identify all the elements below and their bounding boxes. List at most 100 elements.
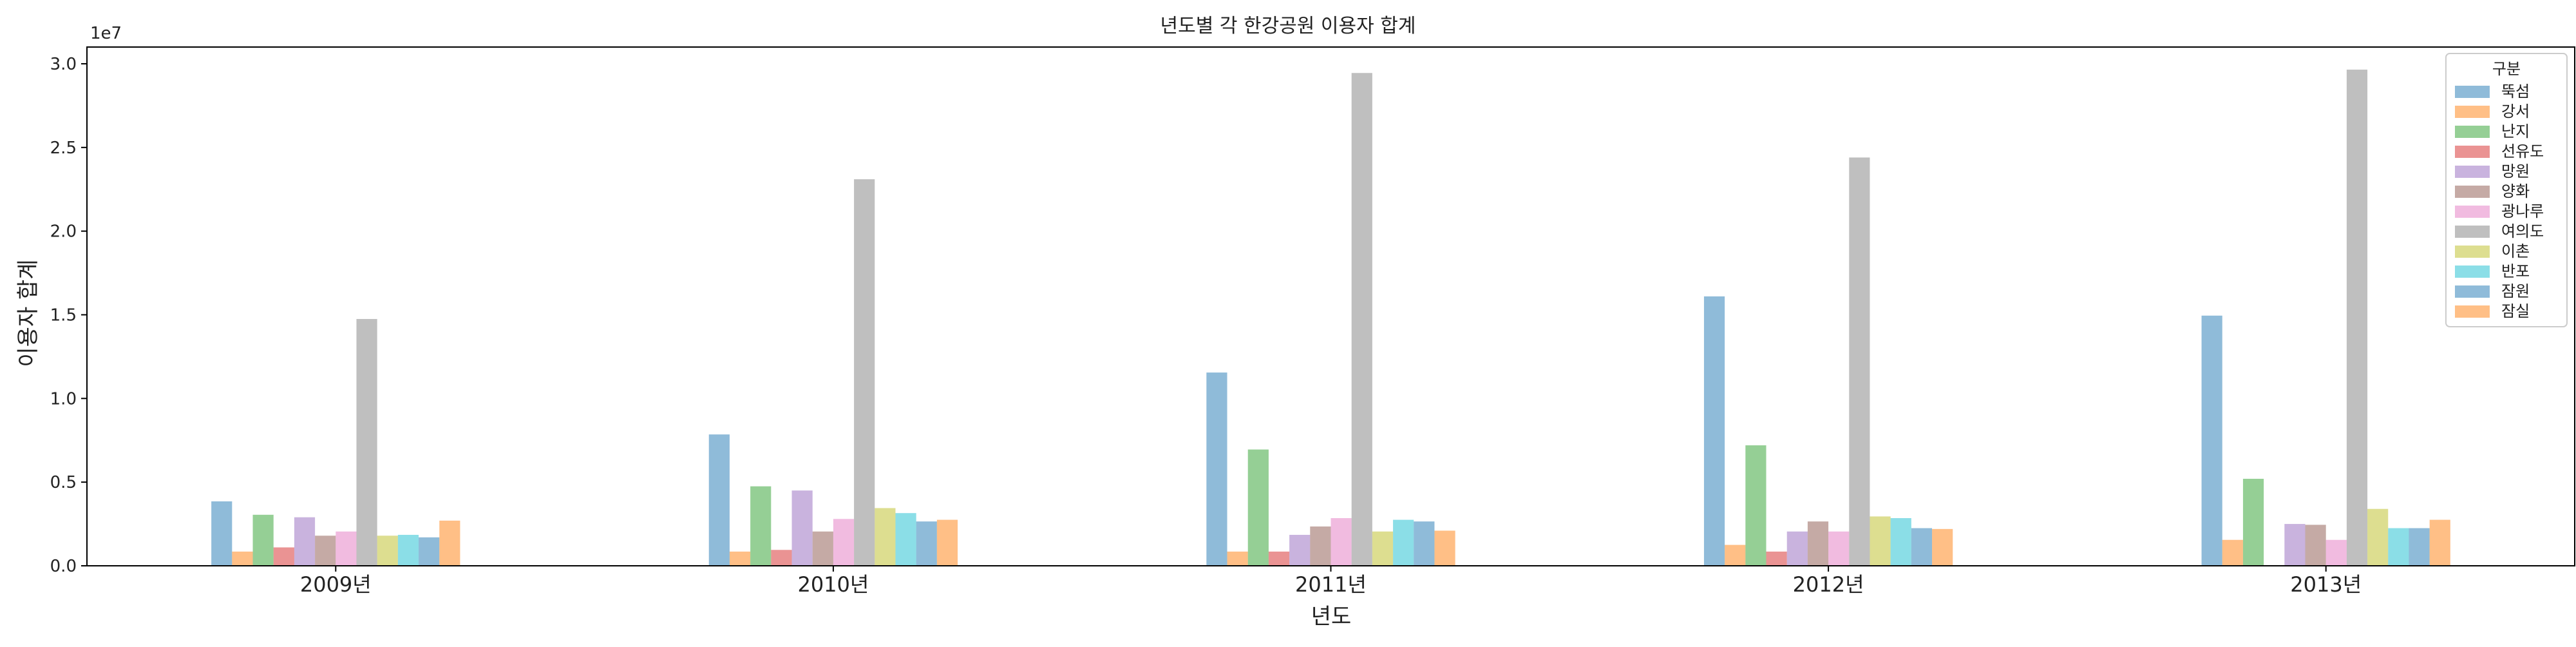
bar <box>854 179 875 566</box>
bar <box>875 508 896 566</box>
bar <box>1932 528 1953 566</box>
bar <box>1414 521 1435 566</box>
bar <box>729 551 751 566</box>
bars-layer <box>211 70 2450 566</box>
legend-label: 반포 <box>2501 262 2530 280</box>
legend-swatch <box>2455 246 2490 258</box>
legend-label: 선유도 <box>2501 142 2544 160</box>
bar <box>2367 508 2389 566</box>
bar <box>252 514 274 566</box>
legend-label: 여의도 <box>2501 222 2544 240</box>
bar <box>1807 521 1829 566</box>
y-tick-label: 0.0 <box>50 557 77 576</box>
bar <box>1247 449 1269 566</box>
bar <box>1849 157 1870 566</box>
bar <box>211 501 232 566</box>
bar <box>916 521 937 566</box>
legend-swatch <box>2455 305 2490 318</box>
bar <box>1372 531 1394 566</box>
legend-swatch <box>2455 266 2490 278</box>
chart-title: 년도별 각 한강공원 이용자 합계 <box>1160 15 1416 37</box>
bar <box>1766 551 1787 566</box>
legend-label: 양화 <box>2501 182 2530 200</box>
bar <box>1703 296 1725 566</box>
x-tick-label: 2012년 <box>1793 572 1864 597</box>
y-tick-label: 2.5 <box>50 139 77 158</box>
legend-label: 망원 <box>2501 162 2530 180</box>
bar <box>336 531 357 566</box>
y-tick-label: 3.0 <box>50 55 77 74</box>
bar <box>936 519 958 566</box>
bar <box>1310 526 1331 566</box>
bar <box>2388 528 2409 566</box>
x-axis-label: 년도 <box>1311 604 1352 630</box>
legend-swatch <box>2455 166 2490 178</box>
legend-box <box>2445 53 2568 327</box>
bar <box>895 513 916 566</box>
legend-label: 뚝섬 <box>2501 82 2530 101</box>
bar <box>2325 539 2347 566</box>
x-tick-label: 2013년 <box>2290 572 2362 597</box>
bar <box>2284 524 2306 566</box>
bar <box>2409 528 2430 566</box>
bar <box>833 519 855 566</box>
bar <box>1911 528 1933 566</box>
bar <box>1890 517 1911 566</box>
x-tick-label: 2011년 <box>1295 572 1367 597</box>
x-tick-label: 2009년 <box>300 572 372 597</box>
bar <box>750 486 772 566</box>
legend-label: 잠원 <box>2501 282 2530 300</box>
legend-swatch <box>2455 285 2490 298</box>
bar <box>708 434 730 566</box>
legend-title: 구분 <box>2492 60 2521 78</box>
bar <box>812 531 833 566</box>
axes-layer: 0.0 0.5 1.0 1.5 2.0 2.5 3.0 2009년 2010년 2011년 2012… <box>50 46 2575 597</box>
bar <box>377 536 398 566</box>
y-axis-exponent: 1e7 <box>90 24 122 43</box>
bar <box>1786 531 1808 566</box>
bar <box>1206 372 1227 566</box>
bar <box>1289 534 1311 566</box>
y-tick-label: 1.0 <box>50 389 77 409</box>
bar <box>1725 545 1746 566</box>
bar <box>2242 478 2264 566</box>
bar <box>419 537 440 566</box>
bar <box>2305 525 2326 566</box>
legend-swatch <box>2455 186 2490 198</box>
bar <box>232 551 253 566</box>
bar <box>1828 531 1850 566</box>
legend-label: 강서 <box>2501 102 2530 121</box>
bar <box>439 520 460 566</box>
legend-label: 광나루 <box>2501 202 2544 220</box>
bar <box>1870 516 1891 566</box>
bar <box>397 534 419 566</box>
legend-swatch <box>2455 146 2490 158</box>
y-tick-label: 0.5 <box>50 473 77 492</box>
legend-swatch <box>2455 86 2490 98</box>
bar <box>2346 70 2368 566</box>
bar <box>1393 519 1414 566</box>
legend-swatch <box>2455 206 2490 218</box>
bar <box>1434 530 1455 566</box>
bar <box>2222 539 2243 566</box>
bar <box>1745 445 1766 566</box>
legend-label: 난지 <box>2501 122 2530 140</box>
bar <box>356 318 377 566</box>
bar <box>294 517 316 566</box>
bar <box>1331 517 1352 566</box>
bar <box>1268 551 1290 566</box>
bar <box>791 490 813 566</box>
bar <box>1351 73 1372 566</box>
bar <box>273 547 294 566</box>
legend-swatch <box>2455 126 2490 138</box>
bar <box>2429 519 2450 566</box>
y-tick-label: 1.5 <box>50 305 77 325</box>
legend-swatch <box>2455 106 2490 118</box>
y-tick-label: 2.0 <box>50 222 77 242</box>
legend-swatch <box>2455 226 2490 238</box>
legend-label: 이촌 <box>2501 242 2530 260</box>
bar <box>771 550 792 566</box>
